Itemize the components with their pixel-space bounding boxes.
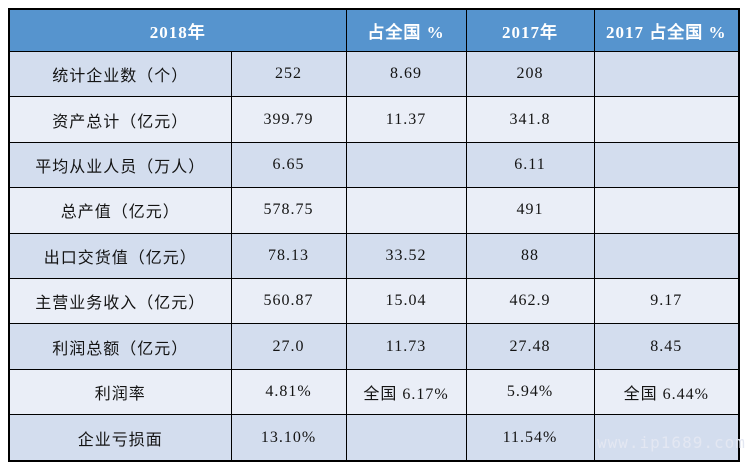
cell-value-2017: 462.9 — [465, 277, 595, 325]
cell-share-2017 — [593, 96, 740, 143]
table-row: 利润率 4.81% 全国 6.17% 5.94% 全国 6.44% — [8, 368, 740, 416]
cell-share-2017 — [593, 414, 740, 462]
row-label: 统计企业数（个） — [8, 50, 232, 98]
cell-value-2018: 560.87 — [230, 277, 347, 325]
cell-share-2018: 8.69 — [345, 50, 467, 98]
cell-value-2017: 27.48 — [465, 323, 595, 370]
table-row: 主营业务收入（亿元） 560.87 15.04 462.9 9.17 — [8, 277, 740, 325]
table-row: 出口交货值（亿元） 78.13 33.52 88 — [8, 232, 740, 279]
row-label: 总产值（亿元） — [8, 187, 232, 234]
cell-value-2017: 5.94% — [465, 368, 595, 416]
table-row: 总产值（亿元） 578.75 491 — [8, 187, 740, 234]
header-row: 2018年 占全国 % 2017年 2017 占全国 % — [8, 8, 740, 52]
row-label: 企业亏损面 — [8, 414, 232, 462]
table-row: 统计企业数（个） 252 8.69 208 — [8, 50, 740, 98]
header-share-2017: 2017 占全国 % — [593, 8, 740, 52]
cell-value-2018: 252 — [230, 50, 347, 98]
cell-value-2018: 78.13 — [230, 232, 347, 279]
cell-share-2018: 全国 6.17% — [345, 368, 467, 416]
cell-share-2018: 33.52 — [345, 232, 467, 279]
cell-share-2017: 9.17 — [593, 277, 740, 325]
table-row: 平均从业人员（万人） 6.65 6.11 — [8, 141, 740, 189]
cell-share-2018: 11.73 — [345, 323, 467, 370]
row-label: 平均从业人员（万人） — [8, 141, 232, 189]
cell-share-2017 — [593, 50, 740, 98]
cell-value-2018: 399.79 — [230, 96, 347, 143]
row-label: 利润总额（亿元） — [8, 323, 232, 370]
row-label: 出口交货值（亿元） — [8, 232, 232, 279]
cell-value-2017: 208 — [465, 50, 595, 98]
row-label: 主营业务收入（亿元） — [8, 277, 232, 325]
header-2018: 2018年 — [8, 8, 347, 52]
cell-value-2017: 6.11 — [465, 141, 595, 189]
statistics-table: 2018年 占全国 % 2017年 2017 占全国 % 统计企业数（个） 25… — [8, 8, 740, 462]
cell-share-2018: 11.37 — [345, 96, 467, 143]
table-header: 2018年 占全国 % 2017年 2017 占全国 % — [8, 8, 740, 52]
cell-share-2018: 15.04 — [345, 277, 467, 325]
cell-share-2017: 8.45 — [593, 323, 740, 370]
cell-value-2017: 491 — [465, 187, 595, 234]
cell-value-2017: 11.54% — [465, 414, 595, 462]
header-2017: 2017年 — [465, 8, 595, 52]
table-row: 企业亏损面 13.10% 11.54% — [8, 414, 740, 462]
row-label: 资产总计（亿元） — [8, 96, 232, 143]
cell-value-2017: 88 — [465, 232, 595, 279]
table-body: 统计企业数（个） 252 8.69 208 资产总计（亿元） 399.79 11… — [8, 50, 740, 462]
cell-value-2018: 578.75 — [230, 187, 347, 234]
cell-value-2018: 6.65 — [230, 141, 347, 189]
cell-share-2018 — [345, 414, 467, 462]
row-label: 利润率 — [8, 368, 232, 416]
header-share-2018: 占全国 % — [345, 8, 467, 52]
cell-share-2017 — [593, 232, 740, 279]
cell-value-2018: 27.0 — [230, 323, 347, 370]
cell-share-2017: 全国 6.44% — [593, 368, 740, 416]
table-row: 资产总计（亿元） 399.79 11.37 341.8 — [8, 96, 740, 143]
table-row: 利润总额（亿元） 27.0 11.73 27.48 8.45 — [8, 323, 740, 370]
cell-share-2017 — [593, 187, 740, 234]
cell-share-2017 — [593, 141, 740, 189]
cell-value-2017: 341.8 — [465, 96, 595, 143]
cell-value-2018: 4.81% — [230, 368, 347, 416]
cell-share-2018 — [345, 141, 467, 189]
cell-value-2018: 13.10% — [230, 414, 347, 462]
cell-share-2018 — [345, 187, 467, 234]
